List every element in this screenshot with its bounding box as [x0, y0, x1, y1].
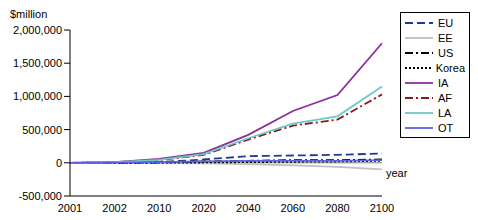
svg-text:2060: 2060 [281, 202, 305, 212]
html-text:Korea: Korea [435, 61, 465, 74]
svg-text:2002: 2002 [102, 202, 126, 212]
html-text:EU: EU [438, 16, 454, 29]
svg-text:2040: 2040 [236, 202, 260, 212]
html-text:IA: IA [438, 76, 449, 89]
html-text:LA: LA [438, 106, 452, 119]
svg-text:2020: 2020 [191, 202, 215, 212]
html-text:EE: EE [438, 31, 453, 44]
html-text:AF: AF [438, 91, 453, 104]
html-text:OT: OT [438, 121, 454, 134]
svg-text:0: 0 [56, 157, 62, 169]
svg-text:500,000: 500,000 [22, 124, 62, 136]
html-text:$million: $million [10, 8, 48, 20]
svg-text:2,000,000: 2,000,000 [13, 24, 62, 36]
svg-text:2100: 2100 [370, 202, 394, 212]
svg-text:1,000,000: 1,000,000 [13, 90, 62, 102]
svg-text:2080: 2080 [325, 202, 349, 212]
svg-text:1,500,000: 1,500,000 [13, 57, 62, 69]
svg-text:year: year [386, 167, 408, 179]
svg-text:2010: 2010 [147, 202, 171, 212]
html-text:US: US [438, 46, 454, 59]
svg-text:-500,000: -500,000 [19, 190, 62, 202]
svg-text:2001: 2001 [58, 202, 82, 212]
